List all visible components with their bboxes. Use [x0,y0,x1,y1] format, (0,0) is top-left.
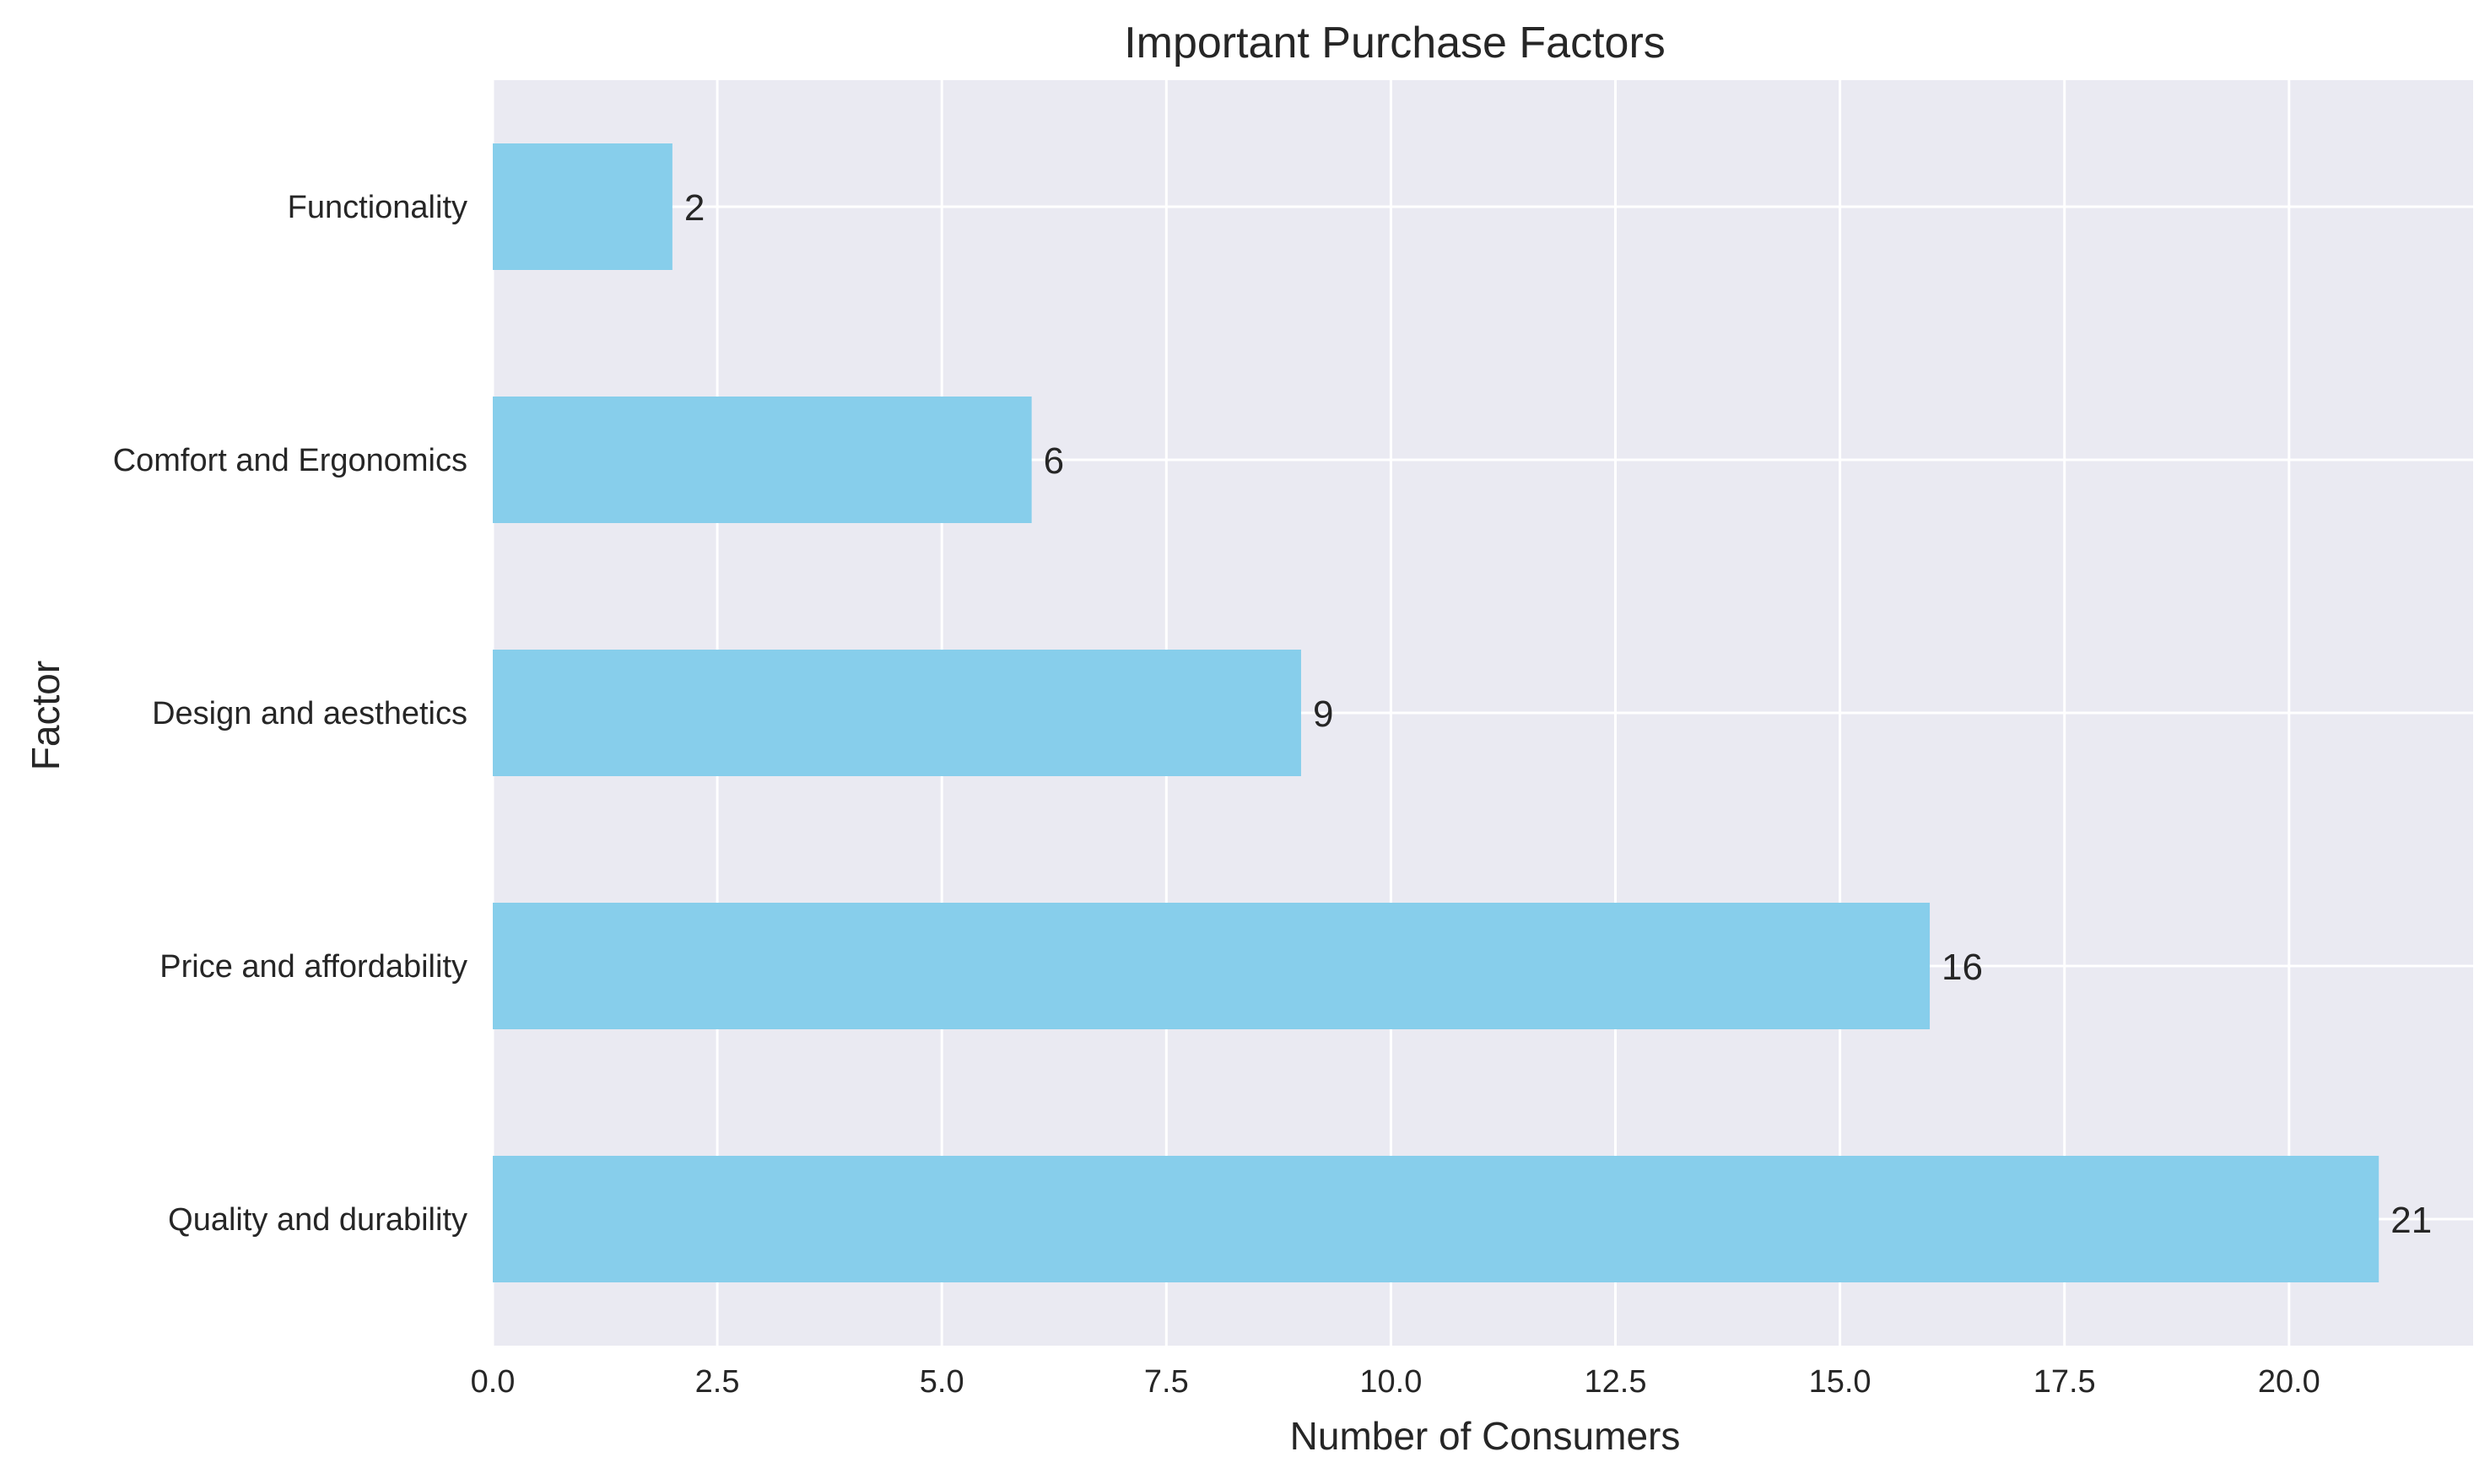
bar-value-label: 21 [2390,1200,2432,1241]
x-tick-label: 12.5 [1585,1364,1647,1400]
bar [493,1156,2379,1282]
chart-title: Important Purchase Factors [1124,19,1666,67]
y-tick-label: Design and aesthetics [152,696,467,731]
x-axis-ticks: 0.0 2.5 5.0 7.5 10.0 12.5 15.0 17.5 20.0 [471,1364,2320,1400]
x-tick-label: 5.0 [920,1364,964,1400]
y-tick-label: Comfort and Ergonomics [113,443,467,478]
bar-value-label: 2 [684,187,705,229]
bar [493,143,672,270]
x-tick-label: 7.5 [1144,1364,1189,1400]
bar [493,650,1301,776]
y-axis-label: Factor [24,661,68,770]
x-tick-label: 10.0 [1359,1364,1422,1400]
x-tick-label: 0.0 [471,1364,516,1400]
bars [493,143,2379,1282]
bar [493,397,1032,523]
x-axis-label: Number of Consumers [1290,1414,1681,1458]
data-labels: 21 16 9 6 2 [684,187,2432,1241]
x-tick-label: 2.5 [695,1364,740,1400]
bar [493,903,1931,1029]
y-tick-label: Quality and durability [168,1202,467,1238]
bar-value-label: 16 [1942,947,1983,988]
x-tick-label: 15.0 [1809,1364,1872,1400]
bar-value-label: 6 [1044,440,1064,482]
x-tick-label: 20.0 [2258,1364,2320,1400]
y-tick-label: Functionality [288,190,467,225]
x-tick-label: 17.5 [2034,1364,2096,1400]
bar-value-label: 9 [1313,693,1333,735]
y-tick-label: Price and affordability [159,949,467,985]
y-axis-ticks: Quality and durability Price and affordab… [113,190,467,1238]
